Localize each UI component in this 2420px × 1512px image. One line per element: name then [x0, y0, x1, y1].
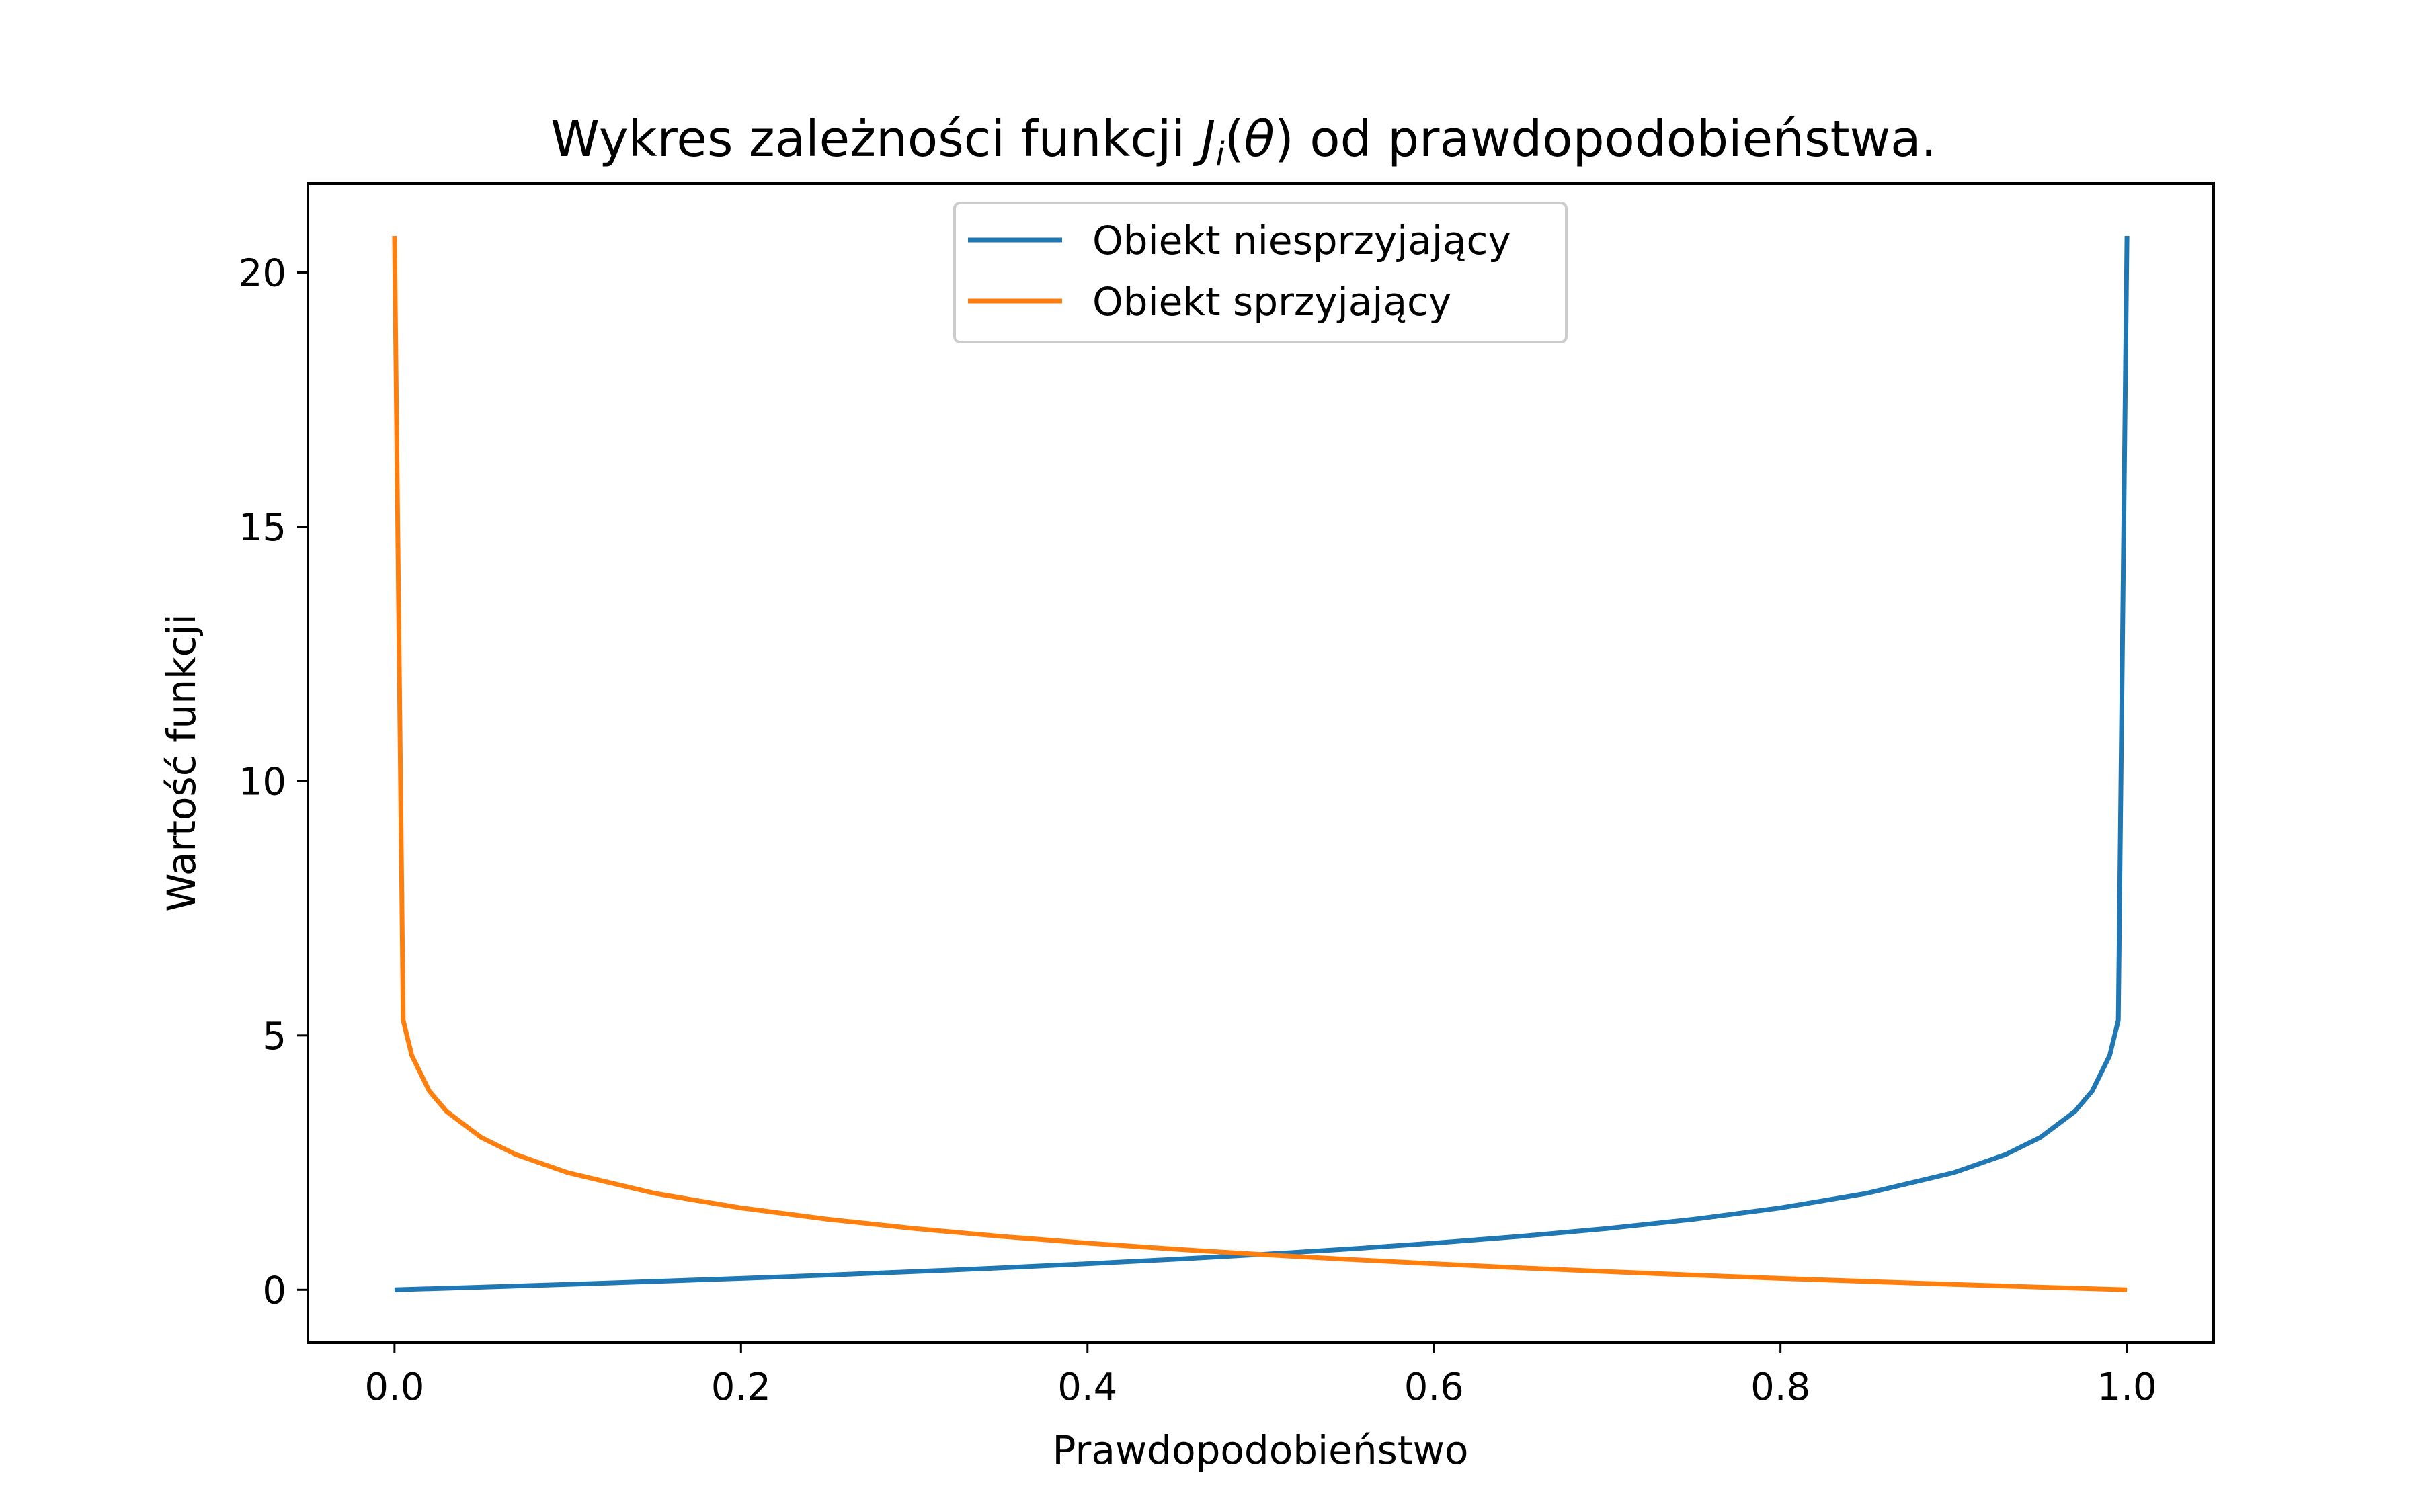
- series-line-1: [392, 235, 2128, 1292]
- legend-label-obiekt-niesprzyjajacy: Obiekt niesprzyjający: [1092, 218, 1511, 263]
- y-tick-label: 10: [239, 760, 286, 804]
- y-tick-label: 5: [262, 1015, 286, 1058]
- axes-frame: [307, 182, 2215, 1344]
- x-tick-label: 1.0: [2097, 1366, 2157, 1409]
- x-axis-label: Prawdopodobieństwo: [1053, 1427, 1469, 1473]
- x-axis-ticks: 0.0 0.2 0.4 0.6 0.8 1.0: [364, 1343, 2157, 1409]
- legend-label-obiekt-sprzyjajacy: Obiekt sprzyjający: [1092, 279, 1451, 325]
- legend: Obiekt niesprzyjający Obiekt sprzyjający: [953, 202, 1568, 343]
- x-tick-label: 0.6: [1404, 1366, 1464, 1409]
- plot-area: [307, 182, 2215, 1344]
- x-tick-label: 0.4: [1057, 1366, 1117, 1409]
- y-tick-label: 15: [239, 506, 286, 550]
- y-tick-label: 20: [239, 251, 286, 295]
- series-line-0: [394, 235, 2130, 1292]
- chart-title: Wykres zależności funkcji Ji(θ) od prawd…: [551, 110, 1937, 173]
- y-tick-label: 0: [262, 1269, 286, 1312]
- series-layer: [392, 235, 2130, 1292]
- x-tick-label: 0.0: [364, 1366, 424, 1409]
- x-tick-label: 0.2: [711, 1366, 771, 1409]
- legend-box: [953, 202, 1568, 343]
- y-axis-ticks: 0 5 10 15 20: [239, 251, 308, 1312]
- y-axis-label: Wartość funkcji: [159, 614, 204, 911]
- x-tick-label: 0.8: [1750, 1366, 1810, 1409]
